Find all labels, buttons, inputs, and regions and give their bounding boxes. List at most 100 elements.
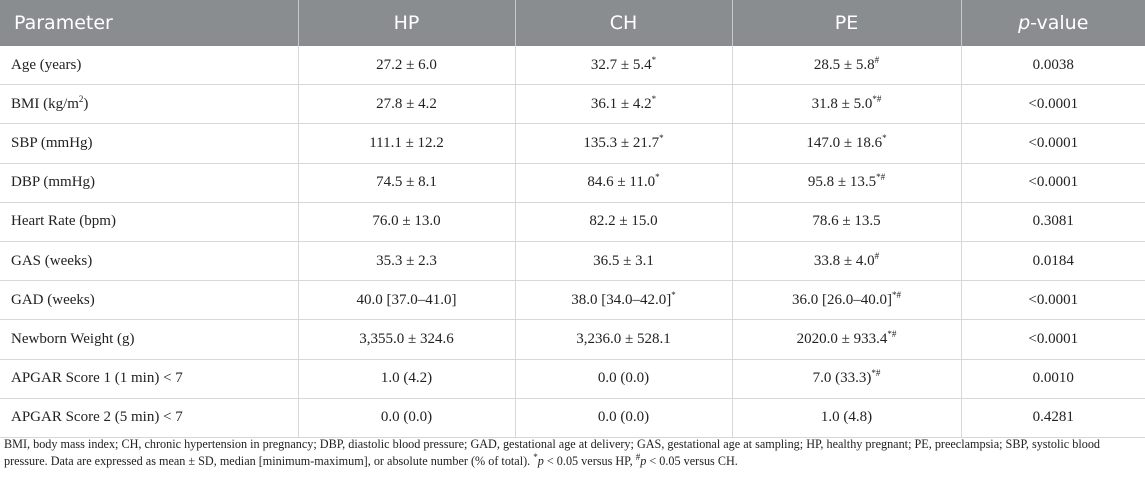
cell-pe: 28.5 ± 5.8#: [731, 46, 961, 86]
parameter-label: BMI (kg/m: [11, 95, 79, 112]
table-row: APGAR Score 1 (1 min) < 7 1.0 (4.2) 0.0 (0…: [0, 359, 1145, 399]
hp-value: 27.2 ± 6.0: [376, 56, 437, 73]
pe-value: 78.6 ± 13.5: [812, 213, 881, 230]
ch-value: 3,236.0 ± 528.1: [576, 330, 671, 347]
cell-p-value: 0.0038: [960, 46, 1145, 86]
pe-significance-mark: *#: [872, 93, 882, 104]
cell-p-value: <0.0001: [960, 319, 1145, 360]
cell-p-value: <0.0001: [960, 163, 1145, 203]
p-italic: p: [1018, 12, 1031, 34]
cell-ch: 36.5 ± 3.1: [514, 241, 732, 282]
footnote-star: *: [533, 451, 538, 462]
p-value: 0.0010: [1032, 370, 1074, 387]
parameter-label: GAS (weeks): [11, 252, 93, 269]
p-value: <0.0001: [1028, 330, 1079, 347]
table-row: GAS (weeks) 35.3 ± 2.3 36.5 ± 3.1 33.8 ± 4.…: [0, 241, 1145, 282]
pe-value: 33.8 ± 4.0: [813, 252, 875, 269]
cell-ch: 0.0 (0.0): [514, 398, 732, 438]
cell-pe: 36.0 [26.0–40.0]*#: [731, 280, 961, 321]
cell-hp: 1.0 (4.2): [297, 359, 515, 399]
cell-p-value: 0.0010: [960, 359, 1145, 399]
cell-hp: 40.0 [37.0–41.0]: [297, 280, 515, 321]
cell-parameter: GAS (weeks): [0, 241, 298, 282]
cell-ch: 82.2 ± 15.0: [514, 202, 732, 242]
table-row: APGAR Score 2 (5 min) < 7 0.0 (0.0) 0.0 (0…: [0, 398, 1145, 438]
cell-parameter: Newborn Weight (g): [0, 319, 298, 360]
parameter-label: APGAR Score 1 (1 min) < 7: [11, 370, 183, 387]
table-row: Newborn Weight (g) 3,355.0 ± 324.6 3,236.0…: [0, 319, 1145, 360]
footnote-mid: < 0.05 versus HP,: [543, 454, 636, 468]
pe-value: 31.8 ± 5.0: [811, 95, 873, 112]
cell-hp: 27.2 ± 6.0: [297, 46, 515, 86]
table-row: DBP (mmHg) 74.5 ± 8.1 84.6 ± 11.0* 95.8 ± 1…: [0, 163, 1145, 203]
cell-p-value: <0.0001: [960, 280, 1145, 321]
p-value: 0.0184: [1032, 252, 1074, 269]
footnote-main: BMI, body mass index; CH, chronic hypert…: [4, 437, 1101, 468]
parameter-label: SBP (mmHg): [11, 134, 93, 151]
cell-hp: 27.8 ± 4.2: [297, 84, 515, 125]
hp-value: 1.0 (4.2): [380, 370, 433, 387]
pe-value: 147.0 ± 18.6: [806, 134, 883, 151]
table-footnote: BMI, body mass index; CH, chronic hypert…: [4, 436, 1139, 470]
header-parameter: Parameter: [0, 0, 298, 46]
cell-p-value: <0.0001: [960, 84, 1145, 125]
header-row: Parameter HP CH PE p-value: [0, 0, 1145, 46]
pe-value: 28.5 ± 5.8: [813, 56, 875, 73]
parameter-label: Age (years): [11, 56, 82, 73]
table-row: GAD (weeks) 40.0 [37.0–41.0] 38.0 [34.0–42…: [0, 280, 1145, 321]
cell-p-value: 0.0184: [960, 241, 1145, 282]
pe-significance-mark: *#: [871, 368, 881, 379]
cell-parameter: APGAR Score 2 (5 min) < 7: [0, 398, 298, 438]
header-p-value: p-value: [960, 0, 1145, 46]
cell-parameter: SBP (mmHg): [0, 123, 298, 164]
pe-value: 2020.0 ± 933.4: [796, 330, 888, 347]
ch-value: 0.0 (0.0): [597, 370, 650, 387]
pe-significance-mark: *#: [887, 328, 897, 339]
cell-pe: 78.6 ± 13.5: [731, 202, 961, 242]
parameter-label: APGAR Score 2 (5 min) < 7: [11, 409, 183, 426]
cell-pe: 2020.0 ± 933.4*#: [731, 319, 961, 360]
header-ch: CH: [514, 0, 732, 46]
hp-value: 76.0 ± 13.0: [372, 213, 441, 230]
cell-pe: 95.8 ± 13.5*#: [731, 163, 961, 203]
cell-hp: 74.5 ± 8.1: [297, 163, 515, 203]
ch-significance-mark: *: [651, 93, 657, 104]
ch-value: 38.0 [34.0–42.0]: [571, 291, 672, 308]
pe-value: 95.8 ± 13.5: [807, 174, 877, 191]
ch-value: 36.5 ± 3.1: [593, 252, 654, 269]
ch-significance-mark: *: [671, 289, 676, 300]
cell-pe: 147.0 ± 18.6*: [731, 123, 961, 164]
header-hp: HP: [297, 0, 515, 46]
cell-ch: 3,236.0 ± 528.1: [514, 319, 732, 360]
cell-ch: 0.0 (0.0): [514, 359, 732, 399]
parameter-label: GAD (weeks): [11, 291, 95, 308]
ch-value: 36.1 ± 4.2: [590, 95, 652, 112]
ch-value: 82.2 ± 15.0: [589, 213, 658, 230]
hp-value: 0.0 (0.0): [380, 409, 433, 426]
cell-pe: 33.8 ± 4.0#: [731, 241, 961, 282]
cell-ch: 84.6 ± 11.0*: [514, 163, 732, 203]
ch-significance-mark: *: [655, 172, 660, 183]
header-pe: PE: [731, 0, 961, 46]
table-body: Age (years) 27.2 ± 6.0 32.7 ± 5.4* 28.5 ± 5…: [0, 46, 1145, 438]
p-value: <0.0001: [1028, 291, 1079, 308]
parameter-label-end: ): [83, 95, 89, 112]
cell-ch: 32.7 ± 5.4*: [514, 46, 732, 86]
pe-value: 7.0 (33.3): [812, 370, 872, 387]
pe-value: 36.0 [26.0–40.0]: [792, 291, 892, 308]
table-row: Heart Rate (bpm) 76.0 ± 13.0 82.2 ± 15.0 78…: [0, 202, 1145, 242]
parameter-label: Heart Rate (bpm): [11, 213, 116, 230]
parameter-label: Newborn Weight (g): [11, 330, 135, 347]
pe-value: 1.0 (4.8): [820, 409, 873, 426]
hp-value: 40.0 [37.0–41.0]: [356, 291, 457, 308]
pe-significance-mark: *#: [876, 172, 886, 183]
cell-pe: 1.0 (4.8): [731, 398, 961, 438]
cell-pe: 31.8 ± 5.0*#: [731, 84, 961, 125]
cell-hp: 3,355.0 ± 324.6: [297, 319, 515, 360]
footnote-end: < 0.05 versus CH.: [646, 454, 738, 468]
table-row: Age (years) 27.2 ± 6.0 32.7 ± 5.4* 28.5 ± 5…: [0, 46, 1145, 86]
hp-value: 74.5 ± 8.1: [376, 174, 437, 191]
ch-value: 32.7 ± 5.4: [590, 56, 652, 73]
p-value: 0.4281: [1032, 409, 1074, 426]
ch-value: 84.6 ± 11.0: [587, 174, 656, 191]
